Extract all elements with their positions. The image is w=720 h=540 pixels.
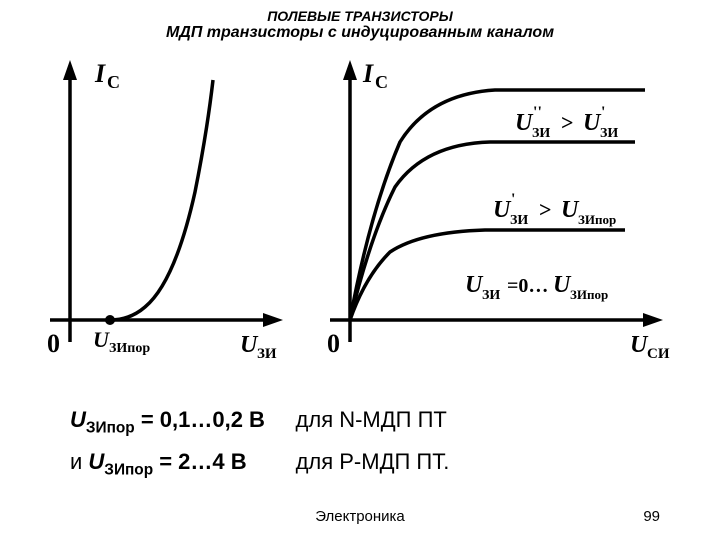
svg-text:СИ: СИ bbox=[647, 346, 670, 362]
title-line-2: МДП транзисторы с индуцированным каналом bbox=[0, 24, 720, 42]
svg-text:I: I bbox=[362, 59, 374, 88]
svg-text:>: > bbox=[561, 110, 574, 135]
svg-text:': ' bbox=[511, 191, 515, 208]
svg-text:I: I bbox=[94, 59, 106, 88]
svg-text:С: С bbox=[375, 72, 388, 92]
title-line-1: ПОЛЕВЫЕ ТРАНЗИСТОРЫ bbox=[0, 8, 720, 24]
svg-text:0: 0 bbox=[327, 329, 340, 358]
svg-text:ЗИпор: ЗИпор bbox=[109, 341, 150, 356]
svg-text:': ' bbox=[601, 104, 605, 121]
svg-text:=0…: =0… bbox=[507, 275, 548, 297]
svg-text:'': '' bbox=[533, 104, 542, 121]
bottom-line-1: UЗИпор = 0,1…0,2 В для N-МДП ПТ bbox=[70, 400, 449, 442]
svg-text:ЗИ: ЗИ bbox=[257, 346, 277, 362]
footer-page-number: 99 bbox=[643, 508, 660, 525]
right-chart: I С 0 U СИ U '' ЗИ > U ' ЗИ U ' ЗИ > U З… bbox=[315, 52, 685, 377]
svg-text:ЗИ: ЗИ bbox=[600, 126, 618, 141]
bottom-text-block: UЗИпор = 0,1…0,2 В для N-МДП ПТ и UЗИпор… bbox=[70, 400, 449, 484]
svg-text:U: U bbox=[93, 327, 110, 352]
left-chart-svg: I С 0 U ЗИпор U ЗИ bbox=[35, 52, 295, 372]
svg-text:ЗИпор: ЗИпор bbox=[570, 287, 608, 302]
left-chart: I С 0 U ЗИпор U ЗИ bbox=[35, 52, 295, 377]
footer-subject: Электроника bbox=[315, 508, 405, 525]
svg-text:ЗИпор: ЗИпор bbox=[578, 212, 616, 227]
bottom-line-2: и UЗИпор = 2…4 В для P-МДП ПТ. bbox=[70, 442, 449, 484]
right-chart-svg: I С 0 U СИ U '' ЗИ > U ' ЗИ U ' ЗИ > U З… bbox=[315, 52, 685, 372]
svg-text:ЗИ: ЗИ bbox=[510, 213, 528, 228]
svg-text:С: С bbox=[107, 72, 120, 92]
svg-text:0: 0 bbox=[47, 329, 60, 358]
svg-text:ЗИ: ЗИ bbox=[532, 126, 550, 141]
svg-text:>: > bbox=[539, 197, 552, 222]
svg-text:ЗИ: ЗИ bbox=[482, 288, 500, 303]
